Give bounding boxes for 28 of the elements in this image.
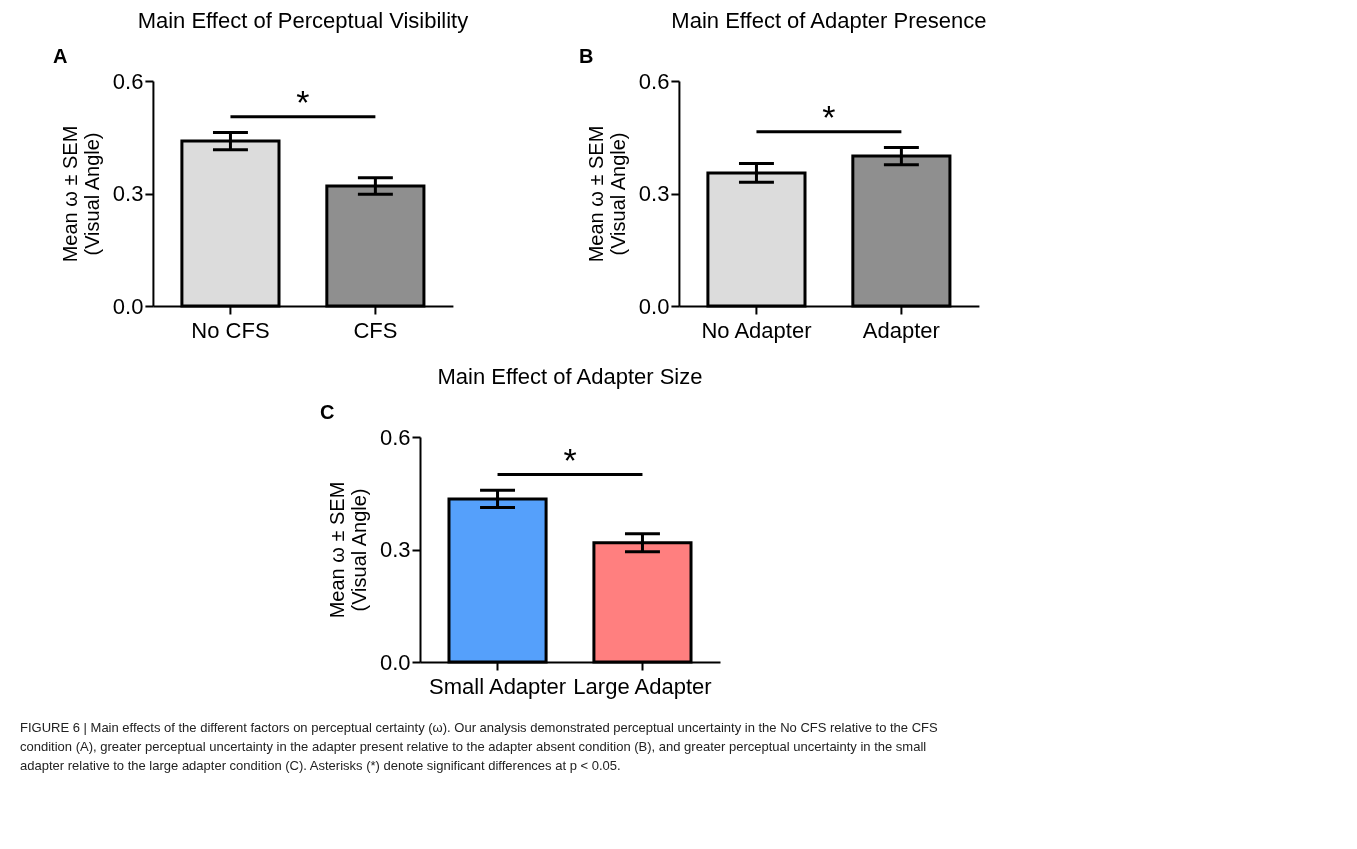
annotation: * bbox=[563, 440, 577, 479]
y-tick-label: 0.3 bbox=[112, 181, 144, 206]
chart-title: Main Effect of Perceptual Visibility bbox=[137, 8, 469, 33]
text: A bbox=[52, 45, 68, 67]
y-tick-label: 0.0 bbox=[112, 293, 144, 319]
y-tick-label: 0.3 bbox=[638, 181, 670, 206]
x-tick-label: Small Adapter bbox=[429, 673, 567, 699]
chart-title: Main Effect of Adapter Presence bbox=[671, 8, 987, 33]
y-axis-title: Mean ω ± SEM (Visual Angle) bbox=[584, 125, 629, 263]
y-tick-label: 0.6 bbox=[638, 68, 670, 94]
x-tick-label: Large Adapter bbox=[573, 673, 712, 699]
y-tick-label: 0.6 bbox=[379, 424, 411, 450]
x-tick-label: No CFS bbox=[191, 317, 270, 343]
y-axis-title: Mean ω ± SEM (Visual Angle) bbox=[58, 125, 103, 263]
y-tick-label: 0.0 bbox=[638, 293, 670, 319]
y-axis-title: Mean ω ± SEM (Visual Angle) bbox=[325, 481, 370, 619]
text: B bbox=[578, 45, 594, 67]
caption: FIGURE 6 | Main effects of the different factors on perceptual certainty (ω). Our analysis demonstrated perceptual uncertainty in the No CFS relative to the CFS condition (A), greater perceptual uncertainty in the adapter present relative to the adapter absent condition (B), and greater perceptual uncertainty in the small adapter relative to the large adapter condition (C). Asterisks (*) denote significant differences at p < 0.05. bbox=[20, 720, 939, 773]
x-tick-label: Adapter bbox=[862, 317, 940, 343]
y-tick-label: 0.3 bbox=[379, 537, 411, 562]
y-tick-label: 0.0 bbox=[379, 649, 411, 675]
x-tick-label: CFS bbox=[353, 317, 398, 343]
x-tick-label: No Adapter bbox=[701, 317, 812, 343]
text: C bbox=[320, 401, 335, 423]
annotation: * bbox=[822, 97, 836, 136]
annotation: * bbox=[296, 82, 310, 121]
chart-title: Main Effect of Adapter Size bbox=[437, 364, 703, 389]
y-tick-label: 0.6 bbox=[112, 68, 144, 94]
